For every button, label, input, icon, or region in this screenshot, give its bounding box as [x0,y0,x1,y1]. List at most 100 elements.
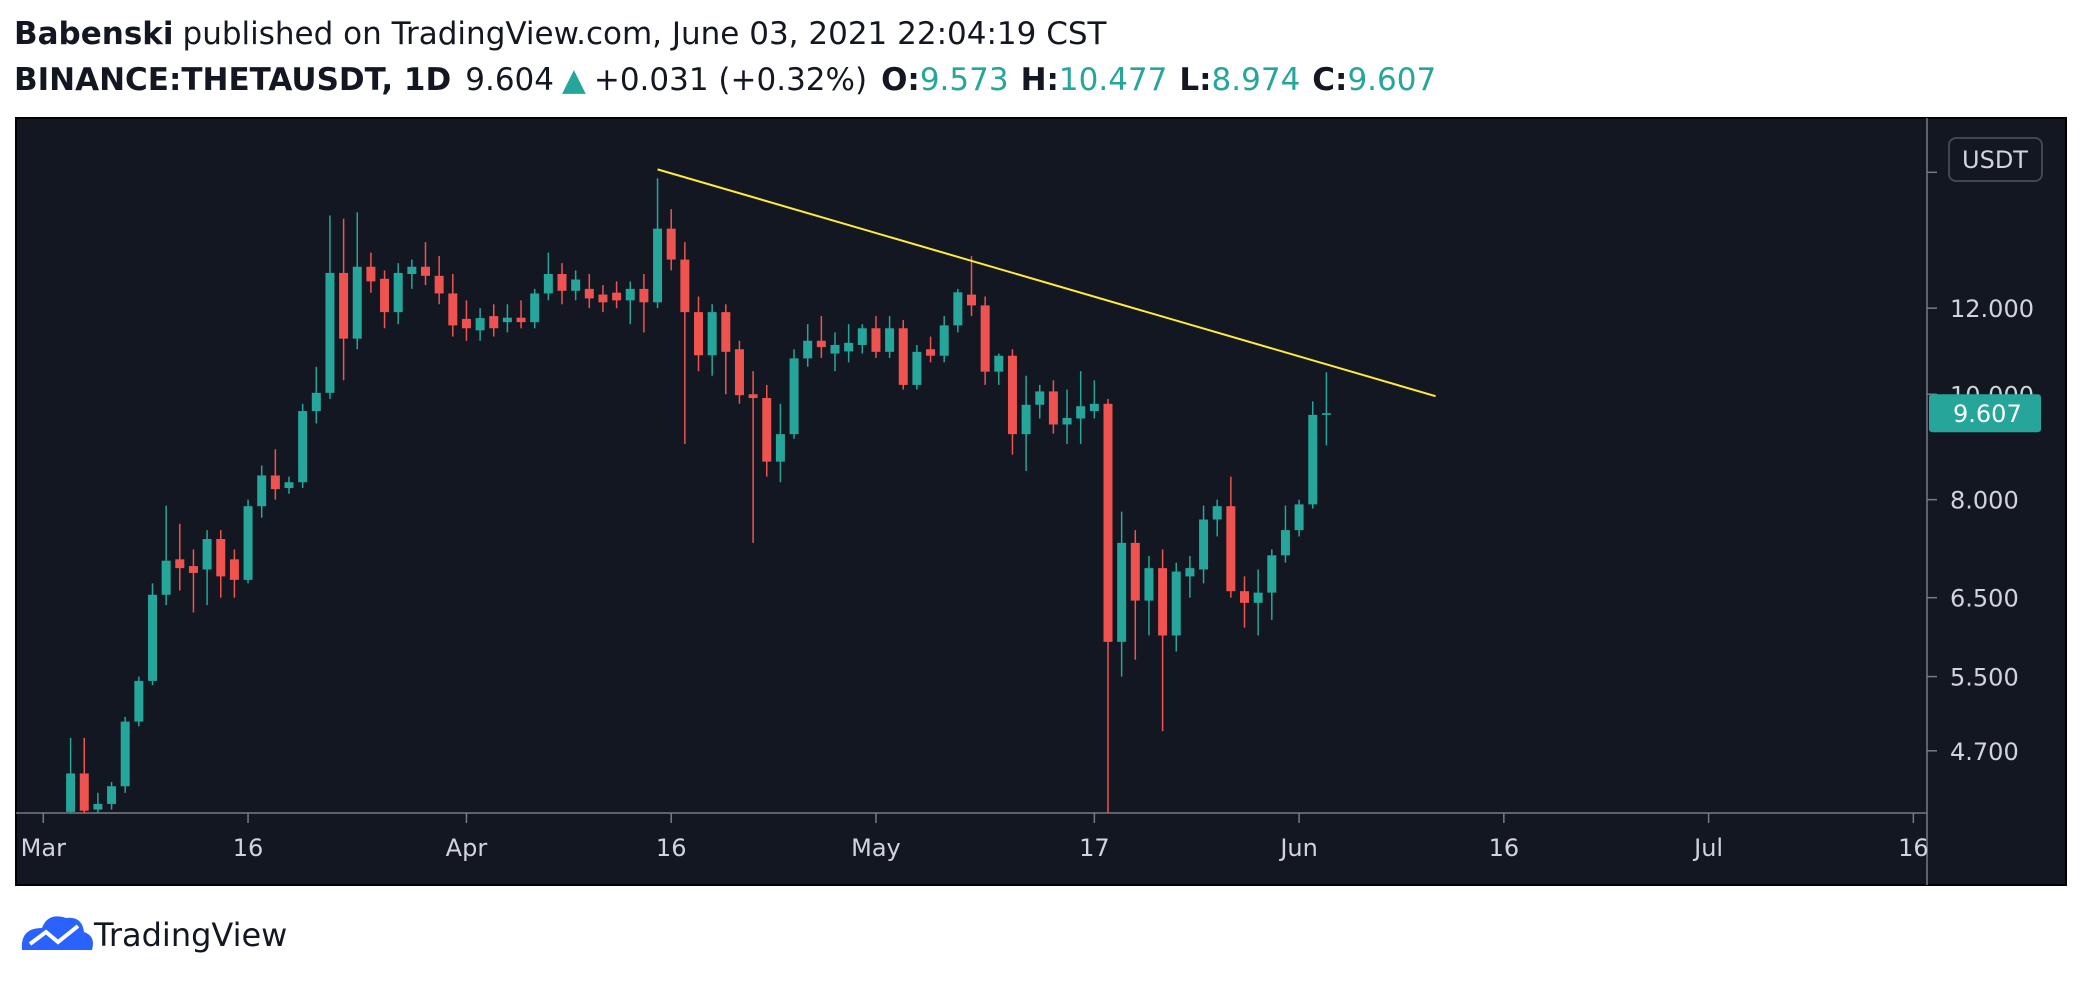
candle-body [543,274,553,294]
candle-body [421,266,430,276]
x-tick-label: 16 [1898,834,1929,862]
last-price-label: 9.607 [1953,400,2022,428]
candle-body [161,560,171,595]
candle-body [980,305,990,372]
currency-label: USDT [1962,146,2028,174]
candle-body [229,559,239,580]
symbol-line: BINANCE:THETAUSDT, 1D 9.604 ▲ +0.031 (+0.32… [14,62,1436,98]
candle-body [639,288,649,303]
candle-body [257,475,267,507]
candle-body [885,328,895,352]
candle-body [434,275,444,294]
candle-body [1321,413,1331,415]
candle-body [1185,568,1195,577]
candle-body [380,278,390,313]
candle-body [1280,530,1290,556]
candle-body [721,312,731,352]
trendline [657,168,1436,398]
candle-body [1253,592,1263,603]
candle-body [1117,542,1127,642]
candle-body [666,228,676,260]
candle-body [148,594,157,681]
candle-body [120,721,130,787]
o-value: 9.573 [920,62,1009,98]
h-value: 10.477 [1059,62,1167,98]
price: 9.604 [465,62,554,98]
candle-body [270,475,280,490]
candle-body [816,340,826,348]
candle-body [926,349,936,356]
candle-body [311,392,321,412]
candle-body [1035,391,1045,405]
x-tick-label: Mar [21,834,66,862]
candle-body [339,272,349,339]
candle-body [557,274,567,291]
last-price-box [1929,394,2041,433]
candle-body [707,312,717,356]
candle-body [188,566,198,573]
candle-body [502,317,512,323]
candle-body [967,294,976,306]
candle-body [1308,414,1318,505]
candle-body [79,773,89,811]
x-tick-label: Jul [1692,834,1723,862]
candle-body [393,272,403,313]
x-tick-label: 16 [1489,834,1520,862]
candle-body [366,266,376,282]
candle-body [1007,355,1017,435]
logo: TradingView [21,916,287,954]
candle-body [653,228,663,303]
candle-body [243,506,253,580]
candle-body [734,349,744,396]
candle-body [775,434,785,462]
logo-text: TradingView [93,916,287,954]
plot: 4.7005.5006.5008.00010.00012.00016.000Ma… [16,118,2043,885]
y-tick-label: 8.000 [1950,487,2019,515]
c-value: 9.607 [1347,62,1436,98]
candle-body [830,344,840,354]
candle-body [284,482,294,488]
o-label: O: [881,62,920,98]
candle-body [407,266,417,275]
candle-body [680,259,690,313]
candle-body [1103,403,1113,642]
symbol: BINANCE:THETAUSDT, 1D [14,62,451,98]
candle-body [748,394,758,399]
candle-body [352,266,362,339]
candle-body [516,317,526,323]
y-tick-label: 4.700 [1950,738,2019,766]
change: +0.031 (+0.32%) [594,62,867,98]
candle-body [1062,417,1072,425]
x-tick-label: 17 [1079,834,1110,862]
c-label: C: [1312,62,1347,98]
candle-body [325,272,335,393]
candle-body [584,288,594,299]
x-tick-label: May [851,834,901,862]
candle-body [216,539,226,577]
candle-body [762,398,772,462]
candle-body [475,318,485,331]
candle-body [857,328,867,345]
candle-body [134,680,144,722]
y-tick-label: 5.500 [1950,664,2019,692]
candle-body [1158,568,1168,636]
candle-body [898,328,908,385]
candle-body [612,292,622,301]
candle-body [1076,406,1086,419]
candle-body [1240,591,1249,603]
x-tick-label: 16 [233,834,264,862]
candle-body [66,773,76,812]
candle-body [598,294,608,303]
candle-body [461,318,471,329]
candle-body [1048,391,1058,425]
candle-body [1212,506,1222,520]
candle-body [202,539,212,570]
candle-body [1171,571,1181,636]
logo-cloud [21,916,93,950]
candle-body [93,803,103,810]
l-label: L: [1179,62,1211,98]
candle-body [844,342,854,352]
published: published on TradingView.com, June 03, 2… [183,16,1108,52]
